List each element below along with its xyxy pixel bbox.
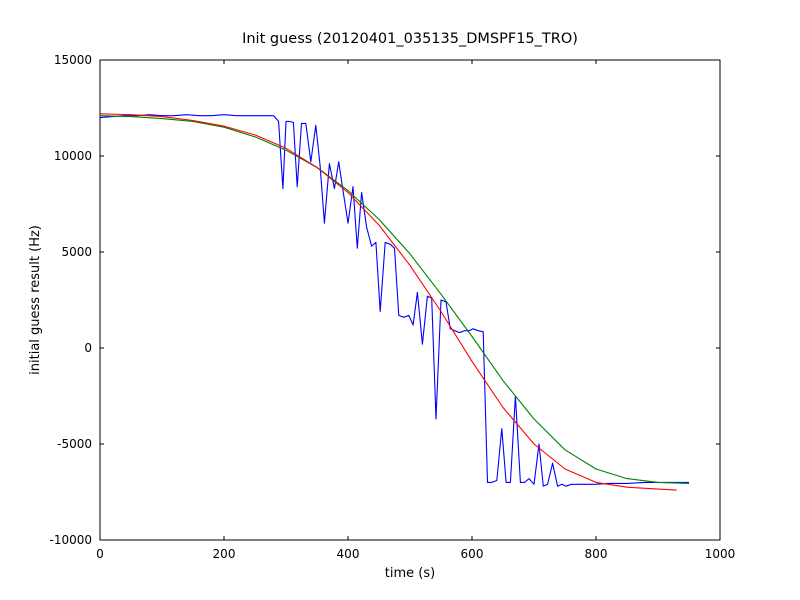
series-line-green-smooth-fit-curve [99,115,690,484]
y-axis-label: initial guess result (Hz) [28,225,43,375]
y-tick-label: -5000 [57,437,92,451]
y-tick-label: -10000 [49,533,92,547]
series-line-blue-noisy-data-line [99,114,689,487]
x-tick-label: 600 [461,547,484,561]
chart-title: Init guess (20120401_035135_DMSPF15_TRO) [242,31,578,47]
x-axis-label: time (s) [385,566,435,581]
y-tick-label: 10000 [54,149,92,163]
series-line-red-smooth-fit-curve [99,113,677,491]
x-tick-label: 400 [337,547,360,561]
x-tick-label: 1000 [705,547,736,561]
y-tick-label: 15000 [54,53,92,67]
x-tick-label: 0 [96,547,104,561]
y-tick-label: 5000 [61,245,92,259]
x-tick-label: 200 [213,547,236,561]
x-tick-label: 800 [585,547,608,561]
y-tick-label: 0 [84,341,92,355]
axes-frame [99,59,721,541]
